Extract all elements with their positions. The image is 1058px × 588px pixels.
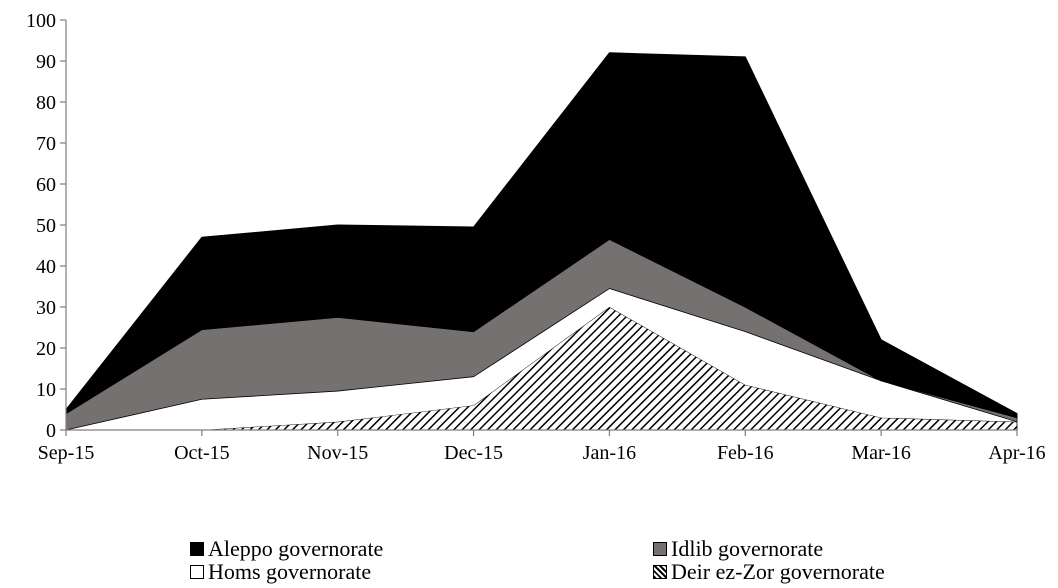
y-tick-label: 70: [36, 133, 56, 155]
y-tick-label: 80: [36, 92, 56, 114]
y-tick-label: 40: [36, 256, 56, 278]
series-areas: [65, 52, 1018, 431]
y-tick-label: 50: [36, 215, 56, 237]
axes: 0 10 20 30 40 50 60 70 80 90 100 Sep-15 Oct-15 Nov-15…: [26, 10, 1046, 464]
x-tick-label: Apr-16: [988, 442, 1045, 464]
x-tick-label: Jan-16: [583, 442, 636, 464]
x-tick-label: Sep-15: [38, 442, 95, 464]
y-tick-label: 20: [36, 338, 56, 360]
y-tick-label: 0: [46, 420, 56, 442]
x-tick-label: Oct-15: [174, 442, 230, 464]
y-tick-label: 60: [36, 174, 56, 196]
area-aleppo: [65, 52, 1018, 419]
y-tick-label: 30: [36, 297, 56, 319]
x-tick-label: Mar-16: [851, 442, 911, 464]
x-tick-label: Dec-15: [444, 442, 503, 464]
y-tick-label: 10: [36, 379, 56, 401]
y-tick-label: 100: [26, 10, 56, 32]
x-tick-label: Feb-16: [717, 442, 774, 464]
area-homs: [66, 288, 1017, 430]
y-tick-label: 90: [36, 51, 56, 73]
x-tick-label: Nov-15: [307, 442, 368, 464]
